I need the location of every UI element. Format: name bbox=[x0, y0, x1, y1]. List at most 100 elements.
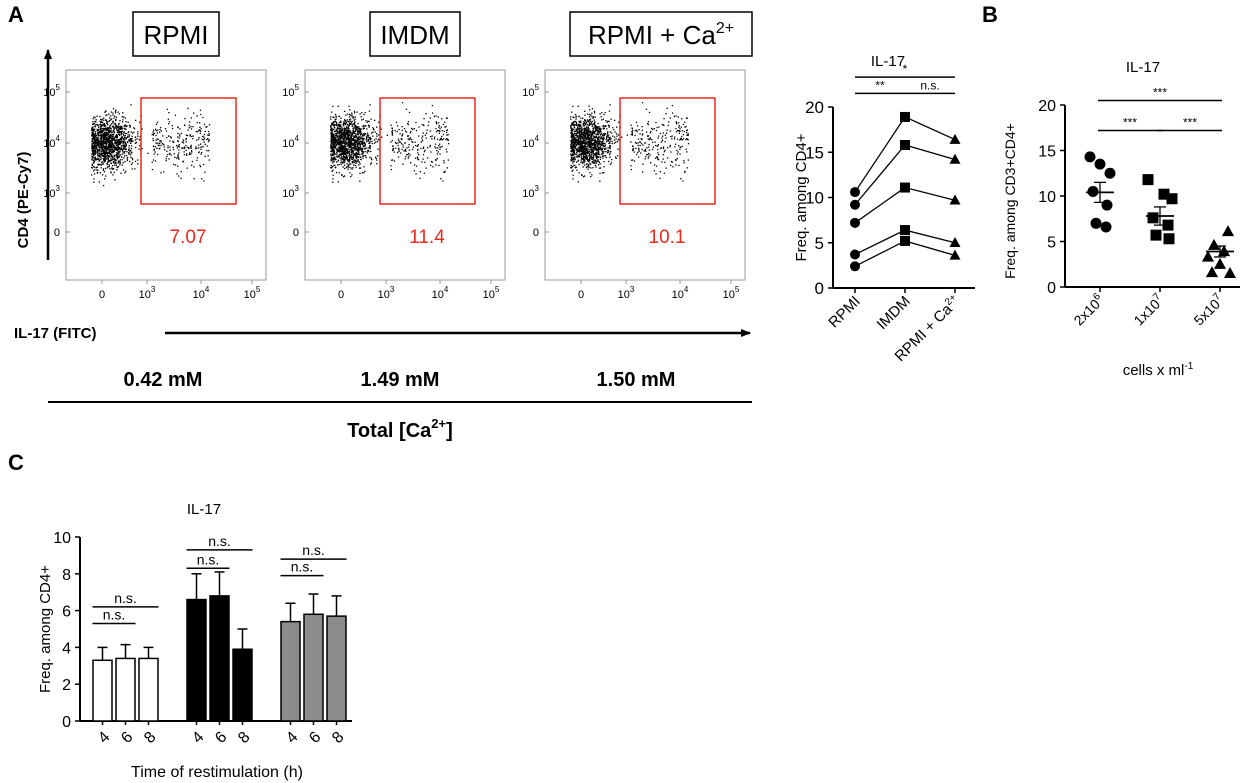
flow-event-dot bbox=[198, 152, 200, 154]
flow-event-dot bbox=[330, 129, 332, 131]
flow-event-dot bbox=[630, 141, 632, 143]
flow-event-dot bbox=[128, 140, 131, 142]
flow-event-dot bbox=[104, 178, 106, 180]
flow-event-dot bbox=[417, 145, 419, 147]
flow-event-dot bbox=[92, 132, 95, 134]
flow-event-dot bbox=[572, 151, 575, 154]
flow-event-dot bbox=[354, 139, 356, 141]
flow-event-dot bbox=[583, 153, 585, 155]
flow-event-dot bbox=[109, 149, 111, 151]
flow-event-dot bbox=[635, 121, 638, 124]
flow-event-dot bbox=[585, 148, 588, 150]
flow-event-dot bbox=[413, 164, 416, 166]
flow-event-dot bbox=[359, 142, 361, 144]
flow-event-dot bbox=[109, 124, 112, 126]
flow-event-dot bbox=[160, 130, 162, 132]
flow-event-dot bbox=[589, 119, 591, 121]
flow-event-dot bbox=[330, 155, 332, 157]
flow-event-dot bbox=[599, 156, 601, 158]
flow-event-dot bbox=[114, 123, 117, 125]
flow-event-dot bbox=[355, 162, 357, 164]
condition-title-rpmi-ca: RPMI + Ca2+ bbox=[569, 11, 753, 57]
flow-event-dot bbox=[133, 128, 136, 130]
flow-event-dot bbox=[401, 148, 403, 151]
flow-event-dot bbox=[352, 127, 354, 129]
flow-event-dot bbox=[589, 144, 591, 147]
flow-event-dot bbox=[570, 139, 573, 141]
flow-event-dot bbox=[133, 127, 135, 129]
flow-event-dot bbox=[353, 153, 356, 155]
flow-event-dot bbox=[593, 162, 595, 164]
x-tick-label: IMDM bbox=[874, 293, 914, 333]
flow-event-dot bbox=[657, 145, 659, 147]
flow-event-dot bbox=[108, 130, 110, 132]
flow-event-dot bbox=[335, 128, 337, 130]
flow-event-dot bbox=[593, 136, 596, 138]
flow-event-dot bbox=[573, 145, 576, 148]
flow-event-dot bbox=[180, 177, 182, 179]
flow-event-dot bbox=[586, 151, 588, 153]
flow-event-dot bbox=[641, 138, 643, 140]
flow-event-dot bbox=[98, 160, 100, 162]
flow-event-dot bbox=[335, 140, 338, 142]
flow-event-dot bbox=[570, 153, 572, 155]
flow-event-dot bbox=[345, 142, 347, 144]
flow-event-dot bbox=[111, 167, 113, 169]
significance-label: n.s. bbox=[208, 533, 231, 549]
y-axis-title: Freq. among CD3+CD4+ bbox=[1002, 123, 1018, 279]
flow-event-dot bbox=[680, 178, 682, 180]
flow-event-dot bbox=[118, 143, 120, 145]
flow-event-dot bbox=[662, 135, 664, 137]
flow-event-dot bbox=[590, 136, 592, 138]
flow-event-dot bbox=[599, 146, 602, 148]
flow-event-dot bbox=[600, 137, 602, 139]
x-tick-label: 5x107 bbox=[1190, 291, 1228, 329]
flow-event-dot bbox=[637, 125, 639, 127]
flow-event-dot bbox=[349, 148, 351, 151]
flow-event-dot bbox=[151, 133, 153, 136]
flow-event-dot bbox=[604, 125, 606, 127]
flow-y-tick-label: 103 bbox=[282, 184, 299, 200]
y-tick-label: 10 bbox=[1038, 189, 1056, 206]
flow-event-dot bbox=[660, 141, 662, 143]
flow-event-dot bbox=[592, 123, 594, 125]
flow-event-dot bbox=[434, 146, 436, 148]
flow-event-dot bbox=[349, 158, 351, 160]
flow-event-dot bbox=[656, 126, 658, 129]
flow-event-dot bbox=[353, 144, 355, 146]
flow-event-dot bbox=[337, 164, 339, 166]
flow-event-dot bbox=[121, 130, 123, 132]
flow-event-dot bbox=[404, 158, 406, 160]
flow-event-dot bbox=[581, 136, 583, 138]
flow-event-dot bbox=[369, 104, 371, 106]
flow-event-dot bbox=[365, 156, 367, 159]
flow-event-dot bbox=[587, 142, 589, 144]
bar bbox=[138, 657, 159, 722]
flow-event-dot bbox=[588, 141, 590, 143]
flow-event-dot bbox=[107, 124, 109, 126]
flow-event-dot bbox=[354, 159, 356, 161]
flow-event-dot bbox=[613, 142, 616, 144]
flow-event-dot bbox=[577, 155, 579, 157]
flow-event-dot bbox=[102, 134, 104, 136]
flow-event-dot bbox=[655, 129, 658, 132]
flow-event-dot bbox=[361, 142, 363, 144]
flow-event-dot bbox=[359, 146, 362, 148]
flow-event-dot bbox=[674, 146, 676, 148]
flow-event-dot bbox=[595, 128, 597, 130]
gate-percentage: 11.4 bbox=[409, 227, 445, 248]
flow-event-dot bbox=[645, 131, 648, 133]
flow-event-dot bbox=[92, 150, 94, 152]
flow-event-dot bbox=[579, 139, 582, 141]
flow-event-dot bbox=[582, 145, 584, 147]
flow-event-dot bbox=[590, 148, 593, 150]
flow-event-dot bbox=[134, 160, 137, 163]
flow-event-dot bbox=[357, 152, 359, 155]
flow-event-dot bbox=[570, 118, 572, 120]
flow-event-dot bbox=[119, 128, 121, 130]
flow-event-dot bbox=[571, 150, 573, 152]
flow-event-dot bbox=[439, 139, 441, 141]
flow-event-dot bbox=[580, 117, 582, 119]
flow-event-dot bbox=[106, 163, 108, 165]
flow-event-dot bbox=[98, 159, 101, 161]
